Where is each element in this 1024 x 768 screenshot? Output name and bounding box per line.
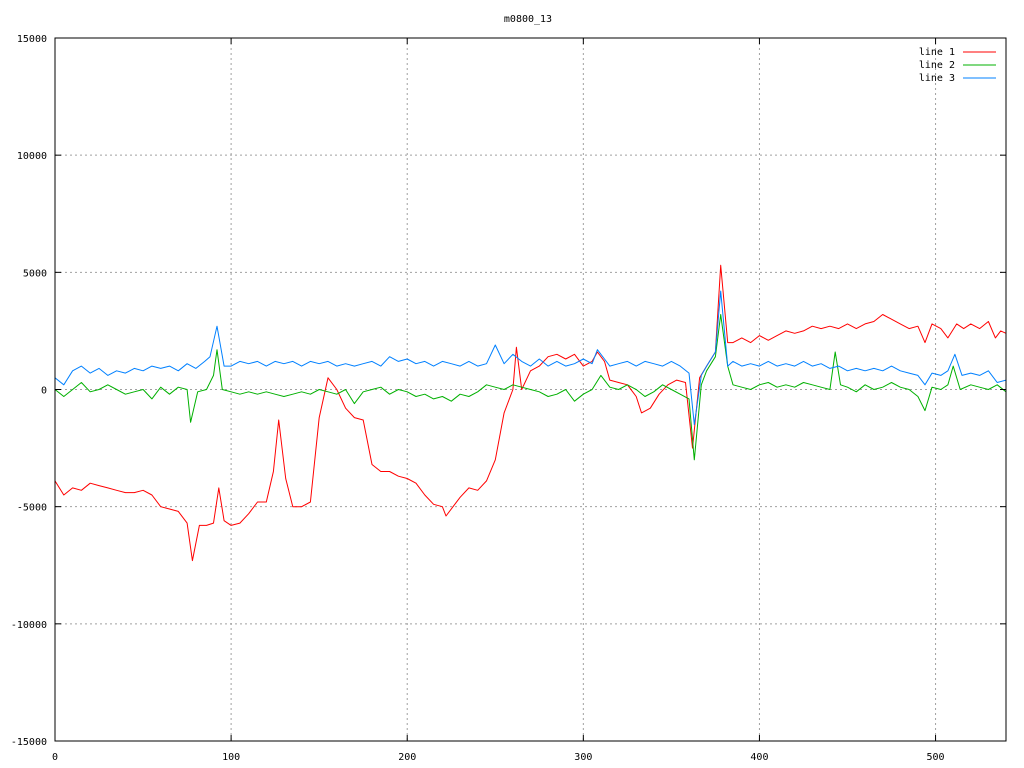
x-tick-label: 0 <box>52 752 58 763</box>
legend-label: line 1 <box>919 47 955 58</box>
y-tick-label: -15000 <box>11 737 47 748</box>
y-tick-label: 0 <box>41 386 47 397</box>
y-tick-label: 5000 <box>23 268 47 279</box>
legend-label: line 3 <box>919 73 955 84</box>
legend: line 1 line 2 line 3 <box>919 47 996 84</box>
y-tick-label: 15000 <box>17 34 47 45</box>
y-tick-label: -10000 <box>11 620 47 631</box>
x-tick-label: 100 <box>222 752 240 763</box>
x-tick-label: 300 <box>574 752 592 763</box>
legend-label: line 2 <box>919 60 955 71</box>
chart-title: m0800_13 <box>504 14 552 25</box>
series-line-3 <box>54 290 1007 426</box>
x-tick-label: 200 <box>398 752 416 763</box>
series-line-2 <box>54 314 1007 461</box>
x-tick-label: 500 <box>927 752 945 763</box>
series-group <box>54 264 1007 562</box>
axis-ticks: 0 100 200 300 400 500 -15000 -10000 -5000 0 5000 10… <box>11 34 1006 763</box>
x-tick-label: 400 <box>750 752 768 763</box>
y-tick-label: 10000 <box>17 151 47 162</box>
series-line-1 <box>54 264 1007 562</box>
y-tick-label: -5000 <box>17 503 47 514</box>
